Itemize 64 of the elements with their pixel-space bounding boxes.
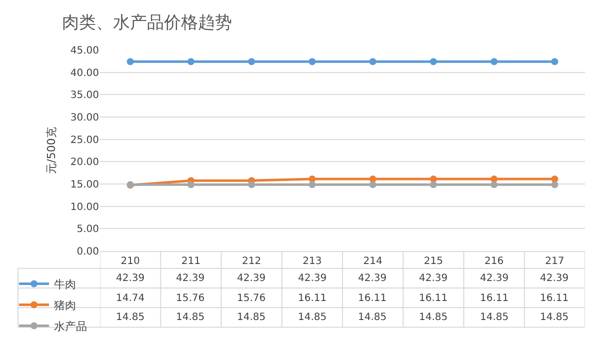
legend-label: 水产品 <box>54 320 87 334</box>
data-label: 16.11 <box>480 293 509 304</box>
point <box>308 176 316 183</box>
data-label: 42.39 <box>116 273 145 284</box>
y-tick-label: 5.00 <box>76 224 99 236</box>
data-label: 14.85 <box>176 312 205 323</box>
y-tick-label: 30.00 <box>70 112 99 124</box>
chart-title: 肉类、水产品价格趋势 <box>62 12 232 33</box>
data-label: 14.85 <box>358 312 387 323</box>
y-tick-label: 25.00 <box>70 134 99 146</box>
y-tick-label: 0.00 <box>76 246 99 258</box>
point <box>551 176 558 183</box>
y-tick-label: 15.00 <box>70 180 99 190</box>
data-label: 42.39 <box>358 273 387 284</box>
point <box>308 181 316 188</box>
y-tick-label: 10.00 <box>70 202 99 213</box>
y-axis-title: 元/500克 <box>45 127 58 174</box>
data-label: 14.85 <box>237 312 266 323</box>
point <box>248 181 256 188</box>
x-tick-label: 214 <box>363 256 382 267</box>
data-label: 16.11 <box>298 293 327 304</box>
legend-label: 猪肉 <box>54 299 76 312</box>
data-label: 42.39 <box>540 273 569 284</box>
x-tick-label: 211 <box>181 256 200 267</box>
y-tick-label: 45.00 <box>70 46 99 56</box>
data-label: 42.39 <box>298 273 327 284</box>
point <box>187 181 194 188</box>
data-label: 42.39 <box>237 273 266 284</box>
data-label: 16.11 <box>358 293 387 304</box>
data-label: 14.85 <box>419 312 448 323</box>
x-tick-label: 213 <box>302 256 322 267</box>
data-label: 42.39 <box>480 273 509 284</box>
x-tick-label: 210 <box>120 256 140 267</box>
data-label: 14.85 <box>298 312 327 323</box>
point <box>126 58 134 66</box>
data-label: 16.11 <box>419 293 448 304</box>
point <box>430 181 437 188</box>
y-tick-label: 40.00 <box>70 68 99 79</box>
point <box>551 181 558 188</box>
x-tick-label: 212 <box>242 256 262 267</box>
point <box>369 58 376 66</box>
point <box>308 58 316 66</box>
data-label: 42.39 <box>419 273 448 284</box>
x-tick-label: 216 <box>484 256 504 267</box>
data-label: 14.74 <box>116 293 145 304</box>
y-tick-label: 20.00 <box>70 157 99 168</box>
data-label: 42.39 <box>176 273 205 284</box>
data-label: 16.11 <box>540 293 569 304</box>
data-label: 14.85 <box>540 312 569 323</box>
data-label: 14.85 <box>116 312 145 323</box>
point <box>551 58 558 66</box>
point <box>187 58 194 66</box>
x-tick-label: 215 <box>424 256 443 267</box>
point <box>430 58 437 66</box>
data-label: 15.76 <box>176 293 205 304</box>
x-tick-label: 217 <box>545 256 564 267</box>
legend-label: 牛肉 <box>54 278 76 292</box>
data-label: 15.76 <box>237 293 266 304</box>
data-label: 14.85 <box>480 312 509 323</box>
point <box>248 58 256 66</box>
point <box>490 181 498 188</box>
point <box>369 181 376 188</box>
y-tick-label: 35.00 <box>70 90 99 102</box>
point <box>490 58 498 66</box>
